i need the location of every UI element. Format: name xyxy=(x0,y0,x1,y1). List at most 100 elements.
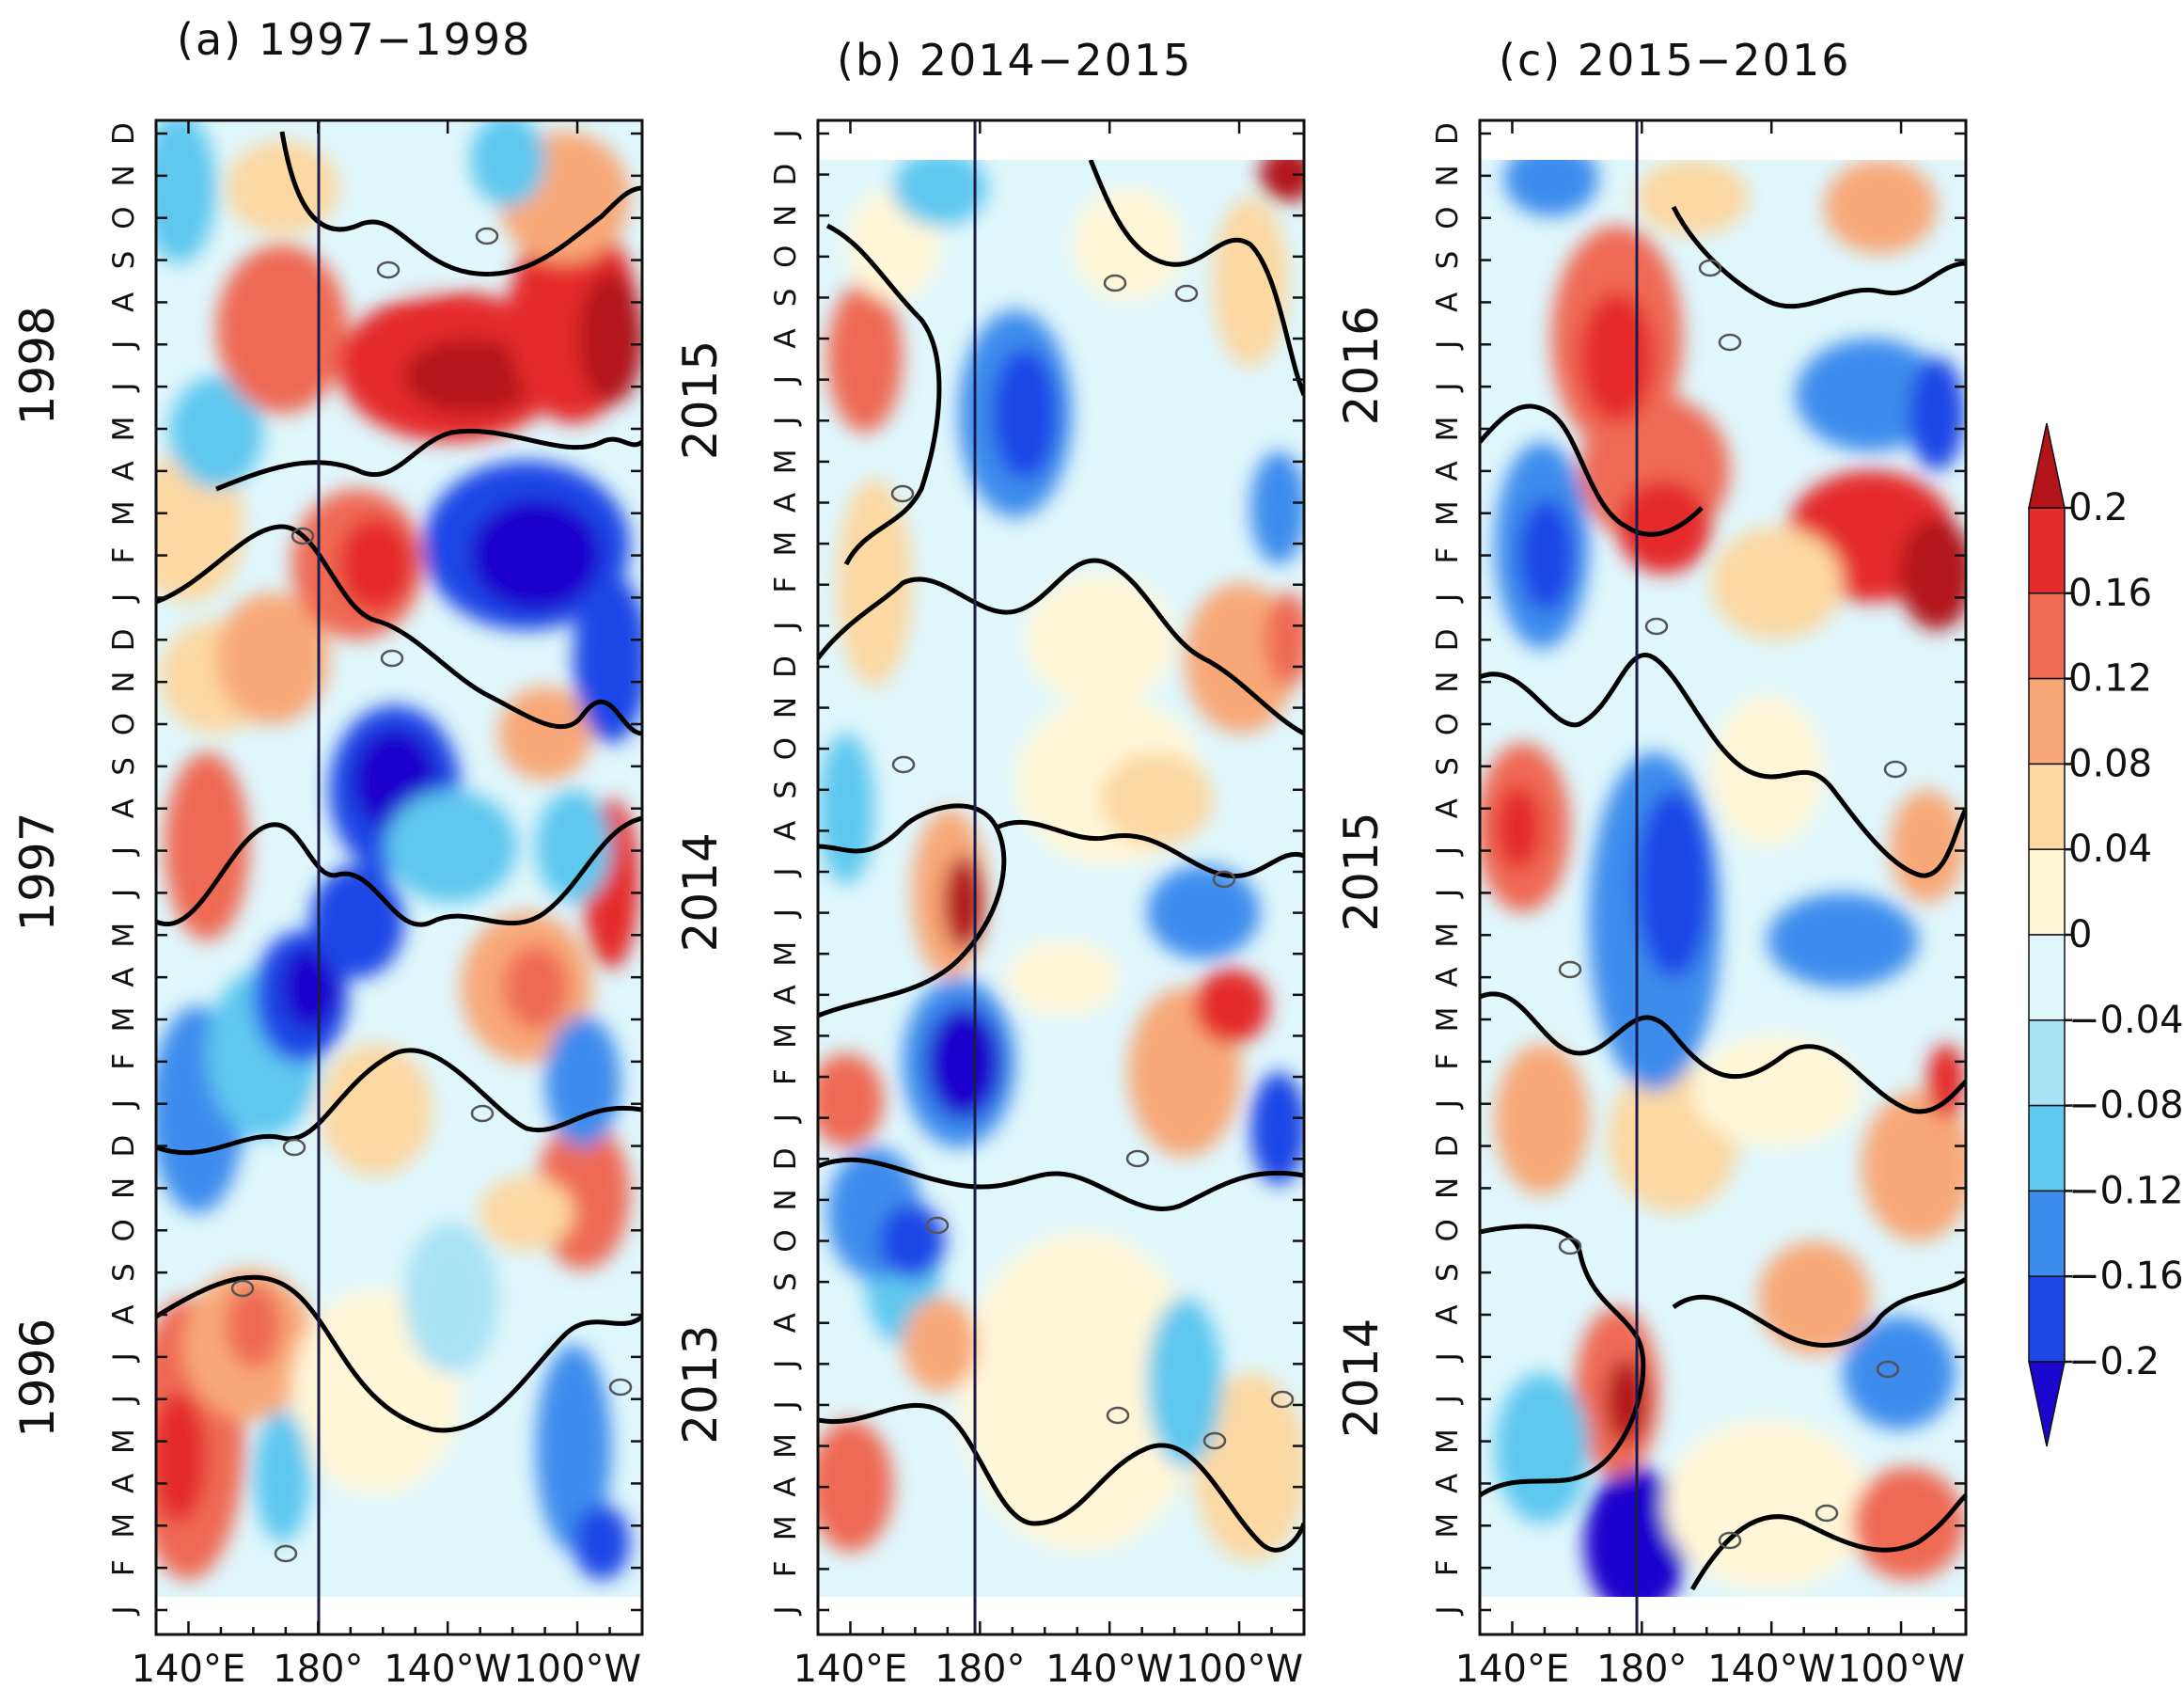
contour-label xyxy=(380,649,404,668)
field-blob xyxy=(310,865,404,978)
month-tick-label: O xyxy=(769,737,803,760)
month-tick-label: O xyxy=(107,713,141,735)
colorbar-label: 0.08 xyxy=(2068,742,2152,785)
colorbar-box xyxy=(2028,1275,2066,1363)
contour-label xyxy=(1106,1406,1130,1425)
month-tick-label: A xyxy=(1431,1304,1465,1324)
contour-label xyxy=(1212,870,1236,889)
month-tick-label: M xyxy=(1431,1429,1465,1454)
field-blob xyxy=(1250,1072,1304,1185)
field-blob xyxy=(903,1298,978,1392)
contour-label xyxy=(1718,1531,1742,1550)
year-label: 2014 xyxy=(673,832,728,952)
zero-contour xyxy=(818,1157,1304,1211)
field-blob xyxy=(818,1053,884,1147)
field-blob xyxy=(385,790,517,903)
contour-label xyxy=(1883,760,1908,779)
x-tick-label: 140°E xyxy=(132,1648,246,1691)
field-blob xyxy=(156,120,216,263)
panel-a xyxy=(154,118,644,1636)
x-tick-label: 140°E xyxy=(793,1648,908,1691)
field-blob xyxy=(1890,790,1965,903)
month-tick-label: J xyxy=(107,593,141,604)
month-tick-label: J xyxy=(107,889,141,899)
zero-contour xyxy=(1480,403,1704,537)
month-tick-label: S xyxy=(1431,757,1465,776)
month-tick-label: J xyxy=(107,1099,141,1110)
month-tick-label: J xyxy=(107,1352,141,1363)
month-tick-label: A xyxy=(769,985,803,1004)
field-blob xyxy=(1768,893,1918,987)
year-label: 2015 xyxy=(673,340,728,460)
contour-label xyxy=(1698,259,1722,277)
contour-label xyxy=(608,1378,633,1397)
field-blob xyxy=(1617,480,1711,574)
month-tick-label: N xyxy=(1431,671,1465,693)
contour-label xyxy=(925,1216,950,1235)
field-blob xyxy=(479,1176,573,1251)
month-tick-label: M xyxy=(107,1513,141,1539)
field-blob xyxy=(545,1016,621,1147)
field-blob xyxy=(1636,790,1711,978)
contour-label xyxy=(1644,617,1669,636)
contour-label xyxy=(291,527,315,545)
field-blob xyxy=(1824,160,1937,254)
contour-label xyxy=(470,1104,495,1123)
month-tick-label: M xyxy=(1431,500,1465,526)
month-tick-label: M xyxy=(769,1433,803,1459)
month-tick-label: D xyxy=(1431,1135,1465,1158)
colorbar-box xyxy=(2028,848,2066,936)
field-blob xyxy=(1909,357,1965,470)
month-tick-label: J xyxy=(1431,593,1465,604)
field-blob xyxy=(216,245,348,414)
colorbar-label: −0.12 xyxy=(2068,1169,2184,1212)
month-tick-label: J xyxy=(769,375,803,386)
month-tick-label: D xyxy=(769,164,803,186)
zero-contour xyxy=(279,131,642,276)
month-tick-label: J xyxy=(1431,340,1465,351)
field-blob xyxy=(1213,197,1288,367)
zero-contour xyxy=(1689,1493,1966,1591)
field-blob xyxy=(1495,1044,1589,1194)
colorbar-box xyxy=(2028,934,2066,1021)
contour-label xyxy=(1103,274,1127,292)
month-tick-label: D xyxy=(1431,122,1465,145)
field-blob xyxy=(156,1392,207,1523)
month-tick-label: J xyxy=(769,1360,803,1370)
field-blob xyxy=(1250,451,1304,564)
x-tick-label: 100°W xyxy=(1837,1648,1965,1691)
month-tick-label: N xyxy=(769,1189,803,1210)
month-tick-label: M xyxy=(1431,1513,1465,1539)
field-blob xyxy=(254,1411,310,1542)
contour-label xyxy=(1558,1237,1582,1255)
zero-contour xyxy=(215,428,642,492)
month-tick-label: F xyxy=(107,547,141,564)
colorbar-box xyxy=(2028,1104,2066,1192)
month-tick-label: M xyxy=(769,941,803,967)
month-tick-label: A xyxy=(769,821,803,841)
month-tick-label: D xyxy=(1431,628,1465,651)
field-blob xyxy=(536,790,611,903)
month-tick-label: N xyxy=(107,1177,141,1199)
field-blob xyxy=(470,120,545,207)
month-tick-label: D xyxy=(769,1147,803,1170)
month-tick-label: J xyxy=(107,383,141,393)
zero-contour xyxy=(825,223,942,566)
contour-label xyxy=(1558,960,1582,979)
field-blob xyxy=(1796,339,1946,451)
field-blob xyxy=(498,687,592,781)
month-tick-label: A xyxy=(107,798,141,818)
contour-label xyxy=(376,260,401,279)
month-tick-label: J xyxy=(769,417,803,427)
month-tick-label: A xyxy=(1431,968,1465,987)
field-blob xyxy=(827,282,903,433)
field-blob xyxy=(1664,1420,1871,1589)
month-tick-label: M xyxy=(769,450,803,475)
contour-label xyxy=(1815,1504,1839,1523)
x-tick-label: 140°W xyxy=(1707,1648,1835,1691)
field-blob xyxy=(879,1204,945,1279)
field-blob xyxy=(470,498,602,611)
field-blob xyxy=(573,574,642,743)
month-tick-label: J xyxy=(769,1113,803,1124)
colorbar-extend-max xyxy=(2028,422,2066,509)
